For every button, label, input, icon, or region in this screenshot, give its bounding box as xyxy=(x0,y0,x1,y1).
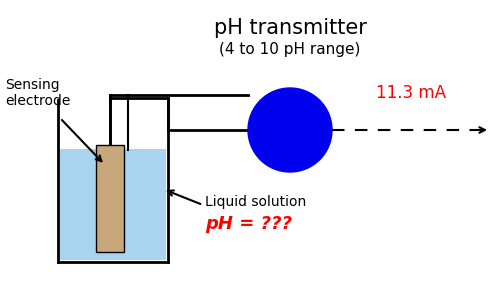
Text: Sensing
electrode: Sensing electrode xyxy=(5,78,70,108)
Bar xyxy=(60,149,166,260)
Circle shape xyxy=(248,88,332,172)
Text: pH = ???: pH = ??? xyxy=(205,215,292,233)
Text: 11.3 mA: 11.3 mA xyxy=(376,84,446,102)
Text: Liquid solution: Liquid solution xyxy=(205,195,306,209)
Bar xyxy=(96,145,124,252)
Text: (4 to 10 pH range): (4 to 10 pH range) xyxy=(219,42,361,57)
Text: pH transmitter: pH transmitter xyxy=(214,18,367,38)
